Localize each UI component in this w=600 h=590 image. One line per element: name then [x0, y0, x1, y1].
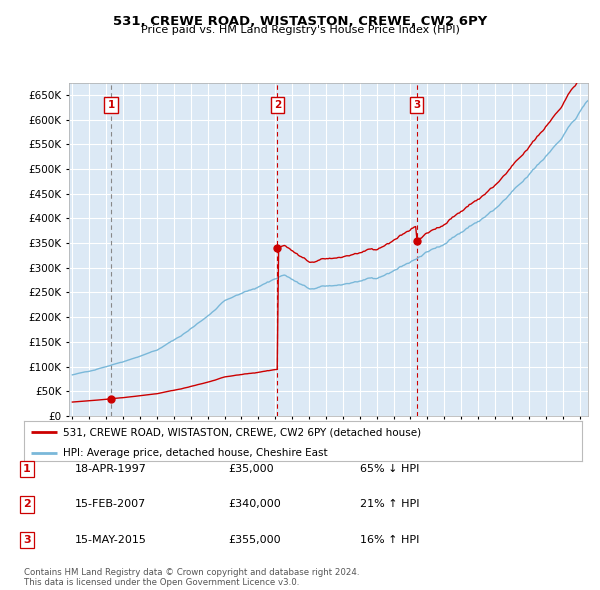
- Text: 65% ↓ HPI: 65% ↓ HPI: [360, 464, 419, 474]
- Text: 531, CREWE ROAD, WISTASTON, CREWE, CW2 6PY (detached house): 531, CREWE ROAD, WISTASTON, CREWE, CW2 6…: [63, 428, 421, 438]
- Text: 1: 1: [107, 100, 115, 110]
- Text: 15-FEB-2007: 15-FEB-2007: [75, 500, 146, 509]
- Text: £355,000: £355,000: [228, 535, 281, 545]
- Text: 2: 2: [274, 100, 281, 110]
- Text: Contains HM Land Registry data © Crown copyright and database right 2024.
This d: Contains HM Land Registry data © Crown c…: [24, 568, 359, 587]
- Text: Price paid vs. HM Land Registry's House Price Index (HPI): Price paid vs. HM Land Registry's House …: [140, 25, 460, 35]
- Text: £340,000: £340,000: [228, 500, 281, 509]
- Text: 18-APR-1997: 18-APR-1997: [75, 464, 147, 474]
- Text: 16% ↑ HPI: 16% ↑ HPI: [360, 535, 419, 545]
- Text: 1: 1: [23, 464, 31, 474]
- Text: 2: 2: [23, 500, 31, 509]
- Text: £35,000: £35,000: [228, 464, 274, 474]
- Text: 15-MAY-2015: 15-MAY-2015: [75, 535, 147, 545]
- Text: 531, CREWE ROAD, WISTASTON, CREWE, CW2 6PY: 531, CREWE ROAD, WISTASTON, CREWE, CW2 6…: [113, 15, 487, 28]
- Text: HPI: Average price, detached house, Cheshire East: HPI: Average price, detached house, Ches…: [63, 448, 328, 458]
- Text: 3: 3: [23, 535, 31, 545]
- Text: 3: 3: [413, 100, 421, 110]
- Text: 21% ↑ HPI: 21% ↑ HPI: [360, 500, 419, 509]
